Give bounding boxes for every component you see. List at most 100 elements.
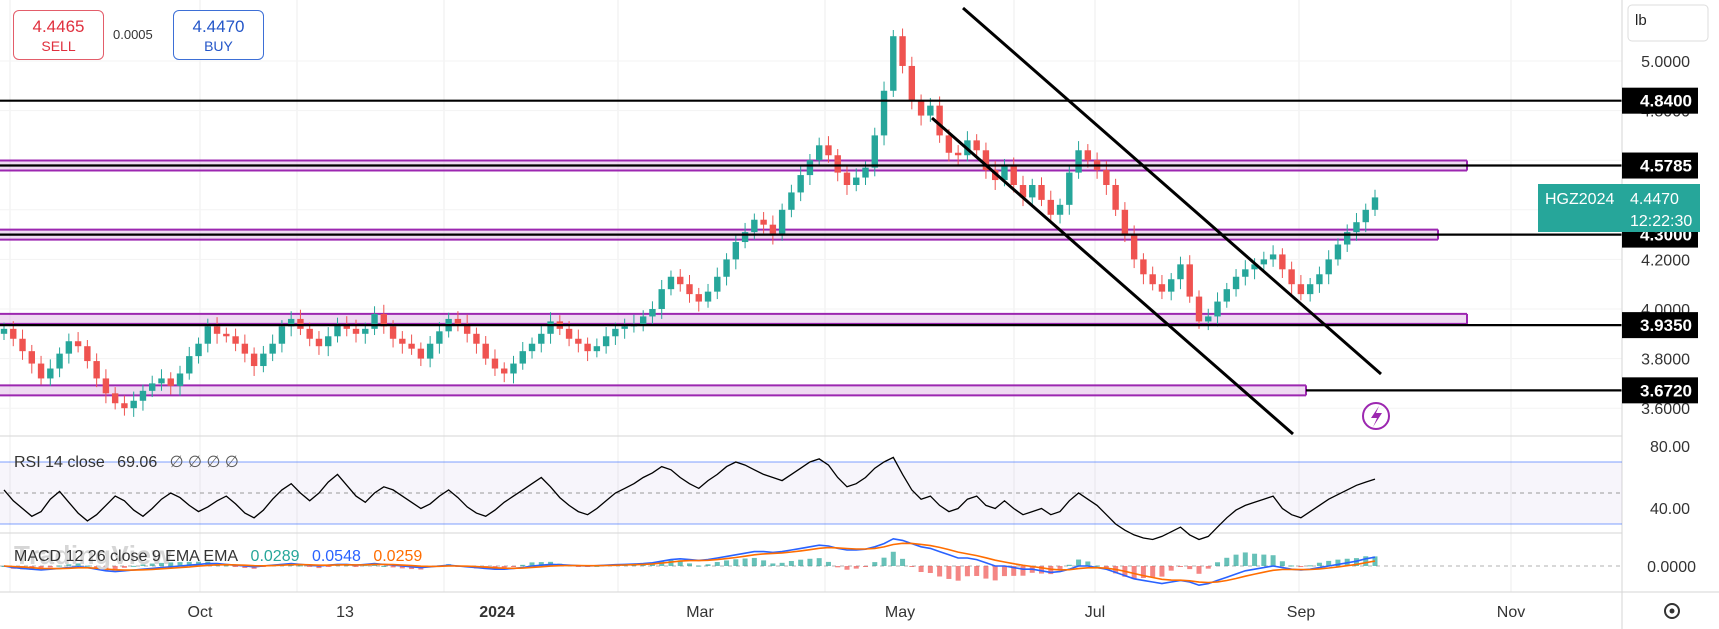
candle <box>186 346 193 380</box>
candle <box>195 337 202 364</box>
rsi-line <box>3 456 1376 541</box>
candle <box>575 329 582 353</box>
macd-bar <box>909 566 915 567</box>
macd-legend[interactable]: MACD 12 26 close 9 EMA EMA 0.0289 0.0548… <box>14 548 430 566</box>
rsi-legend-label: RSI 14 close <box>14 454 105 471</box>
macd-bar <box>529 562 535 566</box>
macd-bar <box>733 559 739 566</box>
macd-bar <box>844 566 850 570</box>
x-tick-label: Sep <box>1287 604 1316 621</box>
macd-bar <box>1363 556 1369 566</box>
candle <box>677 269 684 292</box>
candle <box>871 127 878 177</box>
descending-channel[interactable] <box>931 6 1382 436</box>
macd-bar <box>1066 564 1072 566</box>
horizontal-level-lines[interactable] <box>0 99 1622 392</box>
macd-bar <box>937 566 943 577</box>
macd-bar <box>881 557 887 566</box>
candle <box>1168 273 1175 301</box>
macd-bar <box>1177 566 1183 567</box>
candle <box>1344 224 1351 252</box>
svg-text:4.8400: 4.8400 <box>1640 92 1692 111</box>
candle <box>714 267 721 300</box>
channel-lower-line[interactable] <box>931 116 1294 436</box>
sell-button[interactable]: 4.4465 SELL <box>13 10 104 60</box>
rsi-axis-label-80: 80.00 <box>1650 439 1690 456</box>
alert-lightning-icon[interactable] <box>1362 402 1390 430</box>
rsi-legend-value: 69.06 <box>117 454 158 471</box>
candle <box>102 369 110 404</box>
candle <box>297 309 304 336</box>
time-axis[interactable]: Oct 13 2024 Mar May Jul Sep Nov <box>188 604 1526 621</box>
candle <box>1325 250 1332 285</box>
macd-bar <box>927 566 933 574</box>
candle <box>917 94 925 126</box>
x-tick-label: Nov <box>1497 604 1525 621</box>
rsi-axis: 80.00 40.00 <box>1650 439 1690 518</box>
macd-bar <box>1233 554 1239 566</box>
macd-bar <box>390 566 396 568</box>
macd-bar <box>1261 554 1267 566</box>
y-tick-label: 5.0000 <box>1641 54 1690 71</box>
candle <box>287 311 295 337</box>
macd-bar <box>399 566 405 569</box>
rsi-pane <box>0 456 1622 541</box>
macd-bar <box>890 551 896 566</box>
spread-value: 0.0005 <box>113 27 153 42</box>
candle <box>1149 266 1156 291</box>
macd-bar <box>75 563 81 566</box>
buy-button[interactable]: 4.4470 BUY <box>173 10 264 60</box>
candle <box>1214 292 1221 327</box>
macd-bar <box>307 566 313 567</box>
macd-bar <box>1131 566 1137 580</box>
svg-text:4.5785: 4.5785 <box>1640 157 1692 176</box>
macd-bar <box>84 565 90 567</box>
candle <box>1195 290 1203 329</box>
candle <box>825 136 832 163</box>
candle <box>28 344 35 374</box>
settings-gear-icon[interactable] <box>1664 603 1680 619</box>
candle <box>325 327 332 357</box>
macd-bar <box>381 565 387 567</box>
candle <box>1371 189 1379 216</box>
symbol-last-price: 4.4470 <box>1630 191 1679 208</box>
candle <box>612 322 619 345</box>
macd-bar <box>798 559 804 566</box>
macd-bar <box>807 558 813 566</box>
candle <box>927 97 934 122</box>
macd-bar <box>112 566 118 571</box>
candle <box>343 316 350 337</box>
candle <box>890 30 897 97</box>
candle <box>899 28 906 74</box>
macd-bar <box>1215 562 1221 566</box>
candle <box>306 322 313 347</box>
macd-bar <box>1020 566 1026 576</box>
rsi-legend[interactable]: RSI 14 close 69.06 ∅ ∅ ∅ ∅ <box>14 452 247 472</box>
svg-text:3.9350: 3.9350 <box>1640 316 1692 335</box>
unit-selector[interactable]: lb <box>1635 12 1647 29</box>
candle <box>232 328 239 352</box>
macd-bar <box>149 563 155 566</box>
y-tick-label: 3.6000 <box>1641 401 1690 418</box>
macd-bar <box>1085 561 1091 566</box>
macd-bar <box>57 565 63 567</box>
candle <box>1260 251 1268 271</box>
macd-bar <box>94 566 100 569</box>
buy-label: BUY <box>204 38 233 54</box>
tradingview-watermark: TradingView <box>14 540 173 570</box>
y-tick-label: 4.2000 <box>1641 252 1690 269</box>
candle <box>1362 203 1369 233</box>
candle <box>93 353 100 388</box>
candle <box>1242 260 1249 286</box>
candle <box>176 365 184 396</box>
macd-bar <box>992 566 998 581</box>
macd-bar <box>1011 566 1017 576</box>
macd-bar <box>47 566 53 568</box>
macd-bar <box>974 566 980 576</box>
x-tick-label: Mar <box>686 604 714 621</box>
channel-upper-line[interactable] <box>962 6 1382 376</box>
macd-bar <box>1159 566 1165 577</box>
